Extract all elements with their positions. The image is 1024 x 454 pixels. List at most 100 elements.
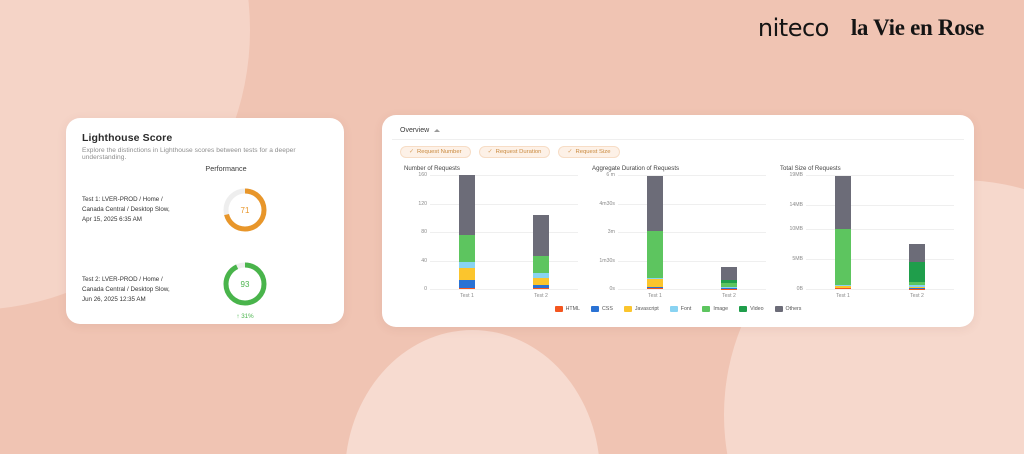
bar-slot <box>618 175 692 289</box>
filter-pill-request-number[interactable]: ✓ Request Number <box>400 146 471 158</box>
chart-1: Number of Requests 0 40 80 120 160 Test 1 Test … <box>396 165 584 303</box>
x-axis-tick: Test 2 <box>910 293 924 299</box>
legend-label: HTML <box>565 306 580 312</box>
bar-slot <box>806 175 880 289</box>
performance-column-label: Performance <box>66 164 344 173</box>
bar-segment-html[interactable] <box>647 288 663 289</box>
bar-segment-image[interactable] <box>835 229 851 286</box>
chevron-up-icon[interactable] <box>434 129 441 132</box>
legend-item-css[interactable]: CSS <box>590 306 613 312</box>
bar-segment-others[interactable] <box>835 175 851 230</box>
test-2-line-1: Test 2: LVER-PROD / Home / <box>82 275 163 283</box>
test-1-line-1: Test 1: LVER-PROD / Home / <box>82 195 163 203</box>
bar-segment-javascript[interactable] <box>533 278 549 286</box>
filter-pill-request-duration[interactable]: ✓ Request Duration <box>478 146 551 158</box>
stacked-bar[interactable] <box>721 266 737 289</box>
x-axis-tick: Test 2 <box>722 293 736 299</box>
overview-title: Overview <box>400 127 430 134</box>
y-axis-tick: 0s <box>609 286 615 292</box>
chart-2: Aggregate Duration of Requests 0s 1m30s 3m 4… <box>584 165 772 303</box>
legend-swatch <box>702 306 711 312</box>
plot-area: 0 40 80 120 160 Test 1 Test 2 <box>400 172 580 303</box>
chart-3: Total Size of Requests 0B 5MB 10MB 14MB 19MB T… <box>772 165 960 303</box>
bar-segment-others[interactable] <box>721 266 737 281</box>
test-2-meta: Test 2: LVER-PROD / Home / Canada Centra… <box>82 275 200 305</box>
legend-swatch <box>669 306 678 312</box>
legend-item-video[interactable]: Video <box>739 306 764 312</box>
bar-group <box>430 175 578 289</box>
stacked-bar[interactable] <box>909 244 925 289</box>
bar-segment-javascript[interactable] <box>647 278 663 288</box>
test-2-performance-gauge: 93 <box>221 260 269 308</box>
test-1-score: 71 <box>240 205 250 215</box>
y-axis-tick: 0B <box>796 286 803 292</box>
bar-segment-html[interactable] <box>533 288 549 289</box>
filter-pill-request-size[interactable]: ✓ Request Size <box>558 146 620 158</box>
lighthouse-subtitle: Explore the distinctions in Lighthouse s… <box>82 147 296 161</box>
stacked-bar[interactable] <box>533 214 549 289</box>
legend-item-image[interactable]: Image <box>702 306 728 312</box>
filter-pill-group: ✓ Request Number ✓ Request Duration ✓ Request… <box>392 140 964 158</box>
overview-header[interactable]: Overview <box>392 124 964 134</box>
bar-slot <box>430 175 504 289</box>
test-2-delta-badge: ↑ 31% <box>236 313 254 320</box>
check-icon: ✓ <box>409 149 415 155</box>
bar-segment-image[interactable] <box>647 231 663 278</box>
stacked-bar[interactable] <box>459 175 475 289</box>
test-1-performance-gauge: 71 <box>221 186 269 234</box>
filter-pill-label: Request Duration <box>495 149 542 155</box>
bar-segment-html[interactable] <box>835 288 851 289</box>
bar-segment-image[interactable] <box>533 256 549 273</box>
niteco-logo: niteco <box>757 14 829 42</box>
x-axis: Test 1 Test 2 <box>618 290 766 303</box>
bar-segment-others[interactable] <box>647 175 663 232</box>
legend-item-font[interactable]: Font <box>669 306 691 312</box>
x-axis-tick: Test 1 <box>836 293 850 299</box>
performance-column-label-text: Performance <box>205 164 247 173</box>
y-axis-tick: 10MB <box>789 226 803 232</box>
decorative-circle-bottom-center <box>345 330 600 454</box>
plot-area: 0s 1m30s 3m 4m30s 6 m Test 1 Test 2 <box>588 172 768 303</box>
test-1-meta: Test 1: LVER-PROD / Home / Canada Centra… <box>82 195 200 225</box>
y-axis-tick: 14MB <box>789 202 803 208</box>
bar-segment-html[interactable] <box>459 287 475 289</box>
test-2-line-3: Jun 26, 2025 12:35 AM <box>82 296 146 304</box>
legend-swatch <box>739 306 748 312</box>
bar-segment-others[interactable] <box>459 175 475 235</box>
bar-segment-css[interactable] <box>647 287 663 289</box>
filter-pill-label: Request Number <box>417 149 462 155</box>
y-axis-tick: 3m <box>607 229 615 235</box>
bar-segment-css[interactable] <box>459 279 475 288</box>
bar-segment-css[interactable] <box>533 285 549 289</box>
bar-segment-font[interactable] <box>533 272 549 279</box>
legend-item-html[interactable]: HTML <box>554 306 580 312</box>
bar-segment-image[interactable] <box>459 234 475 262</box>
bar-segment-javascript[interactable] <box>459 267 475 280</box>
bar-segment-font[interactable] <box>647 277 663 279</box>
test-2-line-2: Canada Central / Desktop Slow, <box>82 285 170 293</box>
bar-segment-font[interactable] <box>459 261 475 268</box>
y-axis: 0B 5MB 10MB 14MB 19MB <box>776 172 806 292</box>
charts-row: Number of Requests 0 40 80 120 160 Test 1 Test … <box>392 158 964 303</box>
y-axis-tick: 4m30s <box>599 200 615 207</box>
y-axis-tick: 0 <box>424 286 427 292</box>
bar-segment-others[interactable] <box>909 244 925 263</box>
legend-label: CSS <box>601 306 613 312</box>
bar-segment-video[interactable] <box>909 262 925 283</box>
filter-pill-label: Request Size <box>575 149 611 155</box>
bar-group <box>806 175 954 289</box>
bar-segment-others[interactable] <box>533 214 549 257</box>
page-title: Lighthouse Score <box>82 132 173 144</box>
stacked-bar[interactable] <box>835 175 851 289</box>
legend-item-others[interactable]: Others <box>774 306 801 312</box>
plot-area: 0B 5MB 10MB 14MB 19MB Test 1 Test 2 <box>776 172 956 303</box>
overview-divider <box>392 139 964 140</box>
stacked-bar[interactable] <box>647 175 663 289</box>
y-axis-tick: 120 <box>418 200 427 207</box>
chart-legend: HTML CSS Javascript Font Image Video Others <box>392 303 964 312</box>
chart-title: Number of Requests <box>404 165 460 172</box>
la-vie-en-rose-logo: la Vie en Rose <box>850 15 984 40</box>
legend-item-javascript[interactable]: Javascript <box>623 306 659 312</box>
y-axis: 0s 1m30s 3m 4m30s 6 m <box>588 172 618 292</box>
y-axis-tick: 1m30s <box>599 257 615 264</box>
